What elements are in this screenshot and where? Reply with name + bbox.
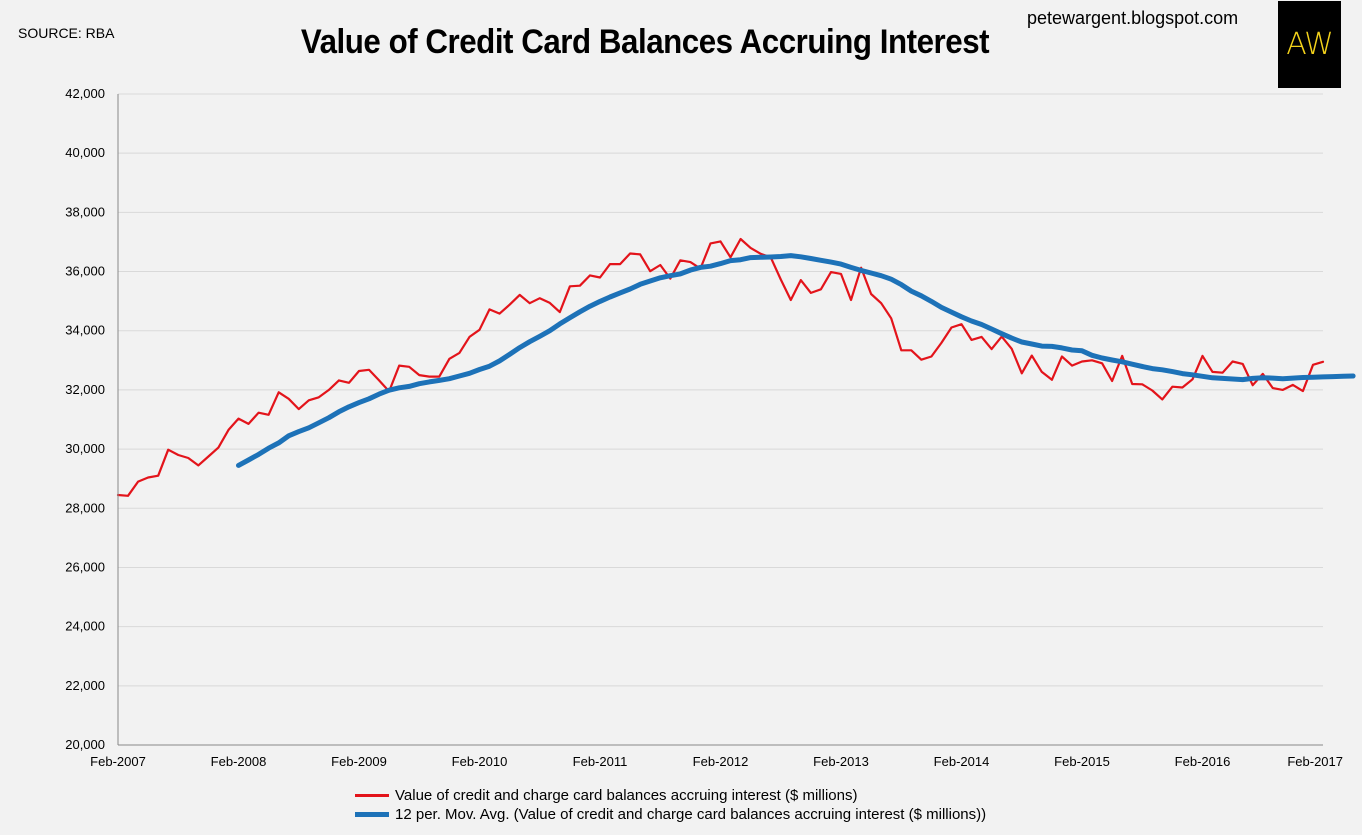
y-tick-label: 30,000 xyxy=(65,441,105,456)
aw-logo: AW xyxy=(1278,1,1341,88)
y-tick-label: 38,000 xyxy=(65,204,105,219)
legend-label-series1: Value of credit and charge card balances… xyxy=(395,787,858,804)
x-tick-label: Feb-2015 xyxy=(1054,754,1110,769)
y-tick-label: 42,000 xyxy=(65,86,105,101)
x-axis-ticks: Feb-2007 Feb-2008 Feb-2009 Feb-2010 Feb-2011… xyxy=(90,754,1343,769)
legend-swatch-series2 xyxy=(355,812,389,817)
x-tick-label: Feb-2016 xyxy=(1175,754,1231,769)
line-chart: 20,000 22,000 24,000 26,000 28,000 30,000 32,0… xyxy=(65,86,1356,769)
series-line-moving-average xyxy=(236,253,1356,468)
chart-title: Value of Credit Card Balances Accruing I… xyxy=(300,23,990,61)
x-tick-label: Feb-2008 xyxy=(211,754,267,769)
y-tick-label: 34,000 xyxy=(65,323,105,338)
x-tick-label: Feb-2012 xyxy=(693,754,749,769)
legend-item-series1: Value of credit and charge card balances… xyxy=(355,786,986,805)
blog-url: petewargent.blogspot.com xyxy=(1027,8,1239,28)
series-lines xyxy=(116,237,1356,497)
y-axis-ticks: 20,000 22,000 24,000 26,000 28,000 30,000 32,0… xyxy=(65,86,105,752)
legend: Value of credit and charge card balances… xyxy=(355,786,986,824)
y-tick-label: 40,000 xyxy=(65,145,105,160)
x-tick-label: Feb-2013 xyxy=(813,754,869,769)
y-tick-label: 28,000 xyxy=(65,500,105,515)
y-tick-label: 32,000 xyxy=(65,382,105,397)
y-tick-label: 26,000 xyxy=(65,559,105,574)
x-tick-label: Feb-2014 xyxy=(934,754,990,769)
x-tick-label: Feb-2017 xyxy=(1287,754,1343,769)
series-line-actual xyxy=(116,237,1325,497)
y-tick-label: 20,000 xyxy=(65,737,105,752)
y-tick-label: 24,000 xyxy=(65,619,105,634)
y-tick-label: 36,000 xyxy=(65,264,105,279)
legend-swatch-series1 xyxy=(355,794,389,797)
x-tick-label: Feb-2010 xyxy=(452,754,508,769)
x-tick-label: Feb-2009 xyxy=(331,754,387,769)
x-tick-label: Feb-2011 xyxy=(573,754,628,769)
source-label: SOURCE: RBA xyxy=(18,25,115,41)
y-tick-label: 22,000 xyxy=(65,678,105,693)
legend-item-series2: 12 per. Mov. Avg. (Value of credit and c… xyxy=(355,805,986,824)
gridlines xyxy=(118,93,1323,687)
legend-label-series2: 12 per. Mov. Avg. (Value of credit and c… xyxy=(395,806,987,823)
x-tick-label: Feb-2007 xyxy=(90,754,146,769)
